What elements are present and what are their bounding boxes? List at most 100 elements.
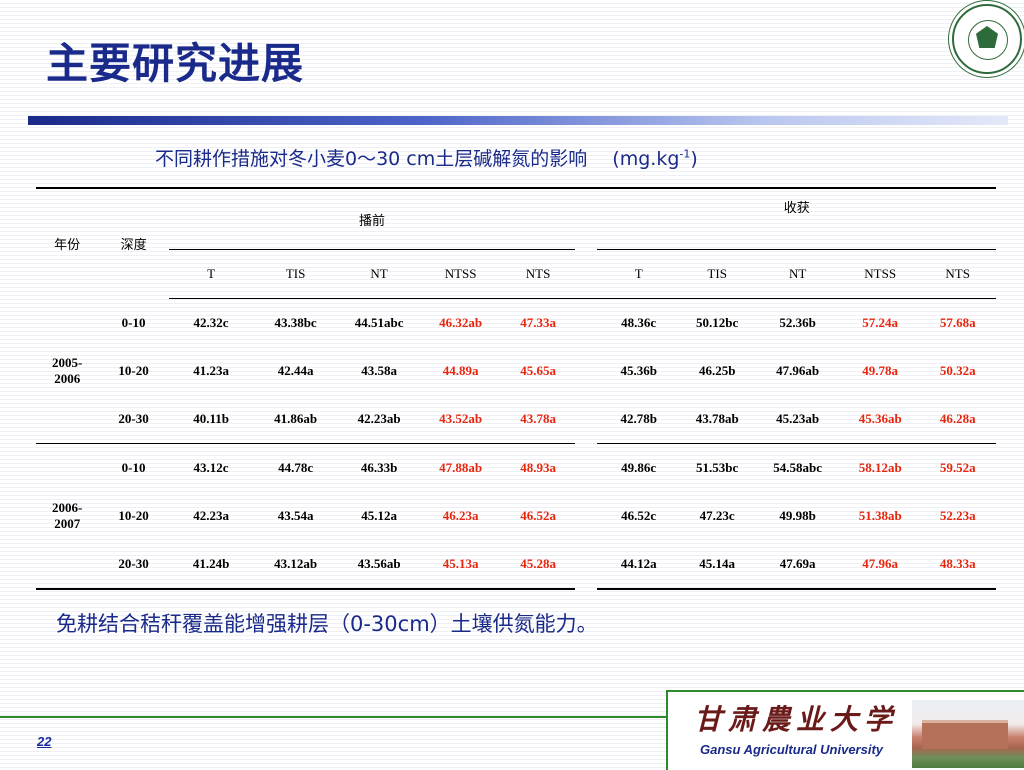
value-cell-harvest: 52.36b [779,315,816,330]
value-cell-before: 43.58a [361,363,397,378]
depth-cell: 0-10 [98,443,169,492]
value-cell-harvest: 54.58abc [754,443,841,492]
value-cell-harvest: 48.33a [919,540,996,590]
table-row: 10-20 41.23a 42.44a 43.58a 44.89a 45.65a 45.36… [36,347,996,395]
nitrogen-table: 年份 深度 播前 收获 T TIS NT NTSS NTS T TIS NT NTSS NTS 2… [36,187,996,590]
value-cell-before: 44.78c [253,443,338,492]
table-row: 2006-2007 0-10 43.12c 44.78c 46.33b 47.88ab 48… [36,443,996,590]
depth-cell: 10-20 [118,508,149,523]
value-cell-harvest: 49.98b [779,508,816,523]
table-caption-unit-exponent: -1 [679,147,691,161]
value-cell-before: 41.23a [193,363,229,378]
value-cell-before: 43.12c [168,443,254,492]
year-cell: 2005-2006 [52,354,83,386]
depth-cell: 10-20 [118,363,149,378]
value-cell-before: 43.12ab [253,540,338,590]
value-cell-before: 42.44a [277,363,314,378]
value-cell-harvest: 50.32a [939,363,976,378]
value-cell-harvest: 45.36b [620,363,657,378]
table-caption: 不同耕作措施对冬小麦0～30 cm土层碱解氮的影响 (mg.kg-1) [155,144,698,171]
value-cell-harvest: 42.78b [620,411,657,426]
value-cell-harvest: 57.24a [862,315,899,330]
table-row: 20-30 40.11b 41.86ab 42.23ab 43.52ab 43.78a 42… [36,395,996,444]
university-calligraphy-logo: 甘肃農业大学 [694,703,899,736]
value-cell-harvest: 59.52a [919,443,996,492]
table-caption-close: ) [690,148,698,170]
campus-photo [912,700,1024,768]
year-cell: 2006-2007 [36,443,99,590]
table-header-row: 年份 深度 播前 收获 [36,187,996,299]
value-cell-before: 42.32c [193,315,229,330]
value-cell-harvest: 58.12ab [840,443,920,492]
value-cell-before: 43.78a [520,411,556,426]
table-row: 2005-2006 0-10 42.32c 43.38bc 44.51abc 46.32a… [36,299,996,386]
value-cell-before: 45.12a [361,508,397,523]
value-cell-before: 43.54a [277,508,314,523]
value-cell-before: 43.56ab [337,540,421,590]
value-cell-before: 44.51abc [354,315,404,331]
value-cell-harvest: 44.12a [597,540,680,590]
university-seal-logo [952,4,1022,74]
value-cell-harvest: 45.14a [679,540,755,590]
header-harvest-treatment: TIS [679,249,755,299]
value-cell-before: 42.23a [193,508,229,523]
header-before-treatment: TIS [253,249,338,299]
slide-title: 主要研究进展 [46,39,305,88]
value-cell-harvest: 47.96ab [776,363,820,378]
value-cell-harvest: 52.23a [939,508,976,523]
header-year: 年份 [36,187,99,299]
value-cell-before: 44.89a [442,363,479,378]
value-cell-before: 42.23ab [357,411,401,426]
value-cell-before: 40.11b [193,411,229,426]
header-depth: 深度 [98,187,169,299]
table-treatment-header-row: T TIS NT NTSS NTS T TIS NT NTSS NTS [36,249,996,299]
value-cell-before: 46.52a [520,508,556,523]
value-cell-before: 43.52ab [439,411,483,426]
value-cell-harvest: 47.23c [699,508,735,523]
value-cell-harvest: 46.52c [621,508,657,523]
value-cell-before: 45.65a [520,363,556,378]
value-cell-harvest: 48.36c [621,315,657,330]
value-cell-harvest: 43.78ab [695,411,739,426]
header-before-treatment: NTS [500,249,576,299]
table-row: 10-20 42.23a 43.54a 45.12a 46.23a 46.52a 46.52… [36,492,996,540]
value-cell-before: 41.86ab [274,411,318,426]
header-before-treatment: NTSS [420,249,501,299]
table-caption-text: 不同耕作措施对冬小麦0～30 cm土层碱解氮的影响 (mg.kg [155,148,680,170]
value-cell-harvest: 45.23ab [776,411,820,426]
header-harvest-treatment: NTSS [840,249,920,299]
header-group-before: 播前 [168,187,576,250]
value-cell-before: 47.88ab [420,443,501,492]
depth-cell: 20-30 [118,411,149,426]
value-cell-harvest: 50.12bc [696,315,739,330]
value-cell-harvest: 46.28a [939,411,976,426]
value-cell-harvest: 49.78a [862,363,899,378]
university-name: Gansu Agricultural University [700,742,884,757]
value-cell-harvest: 46.25b [698,363,736,378]
conclusion-text: 免耕结合秸秆覆盖能增强耕层（0-30cm）土壤供氮能力。 [56,612,598,636]
value-cell-before: 41.24b [168,540,254,590]
value-cell-harvest: 49.86c [597,443,680,492]
header-harvest-treatment: NTS [919,249,996,299]
value-cell-before: 48.93a [500,443,576,492]
value-cell-before: 46.33b [337,443,421,492]
value-cell-harvest: 51.53bc [679,443,755,492]
header-group-harvest: 收获 [597,187,996,250]
depth-cell: 20-30 [98,540,169,590]
value-cell-before: 46.23a [442,508,479,523]
header-harvest-treatment: NT [754,249,841,299]
header-harvest-treatment: T [597,249,680,299]
page-number: 22 [37,734,52,749]
depth-cell: 0-10 [121,314,146,330]
title-underline-bar [28,116,1008,125]
header-before-treatment: T [168,249,254,299]
value-cell-before: 45.13a [420,540,501,590]
value-cell-harvest: 51.38ab [858,508,902,523]
value-cell-harvest: 47.96a [840,540,920,590]
value-cell-before: 45.28a [500,540,576,590]
value-cell-before: 46.32ab [439,315,483,330]
value-cell-before: 47.33a [520,315,556,330]
footer-line [0,716,666,718]
value-cell-harvest: 45.36ab [858,411,902,426]
value-cell-harvest: 57.68a [939,315,976,330]
